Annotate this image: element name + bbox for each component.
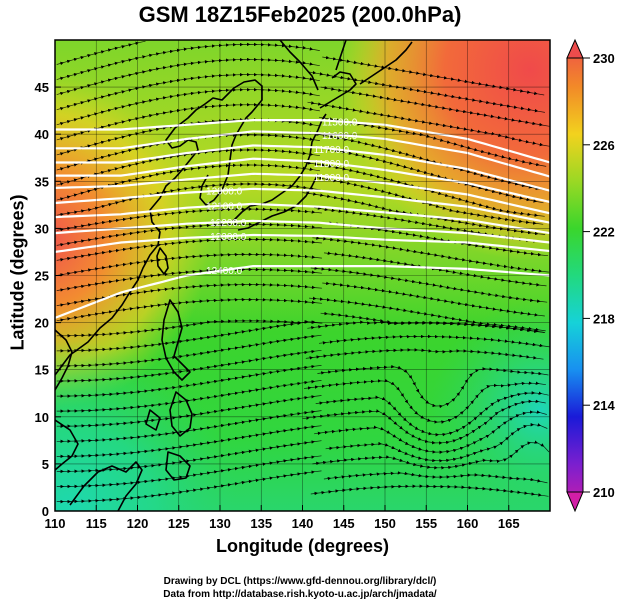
coast-mindanao — [165, 451, 191, 481]
streamline — [322, 55, 545, 96]
streamline — [323, 471, 548, 484]
colorbar-tick-label: 214 — [593, 398, 615, 413]
coast-luzon — [161, 299, 191, 381]
x-tick-label: 135 — [250, 516, 272, 531]
y-tick-label: 20 — [35, 316, 49, 331]
colorbar-top-arrow — [566, 38, 584, 59]
colorbar-body — [566, 57, 584, 493]
contour-label: 11900.0 — [314, 173, 350, 184]
y-tick-label: 35 — [35, 174, 49, 189]
coast-russia-east — [279, 40, 319, 91]
x-tick-label: 120 — [127, 516, 149, 531]
credit-data: Data from http://database.rish.kyoto-u.a… — [163, 589, 437, 600]
streamline — [305, 348, 544, 360]
y-tick-label: 15 — [35, 363, 49, 378]
x-tick-label: 130 — [209, 516, 231, 531]
coast-japan-south — [237, 173, 319, 231]
chart-title: GSM 18Z15Feb2025 (200.0hPa) — [138, 2, 462, 27]
credit-drawing: Drawing by DCL (https://www.gfd-dennou.o… — [163, 576, 437, 587]
contour-label: 12300.0 — [210, 232, 247, 243]
contour-label: 11500.0 — [322, 118, 358, 129]
colorbar-tick-label: 210 — [593, 485, 615, 500]
streamline — [56, 42, 320, 81]
colorbar-tick-label: 230 — [593, 51, 615, 66]
x-tick-label: 160 — [457, 516, 479, 531]
y-tick-label: 25 — [35, 269, 49, 284]
coast-philippines-south — [145, 391, 193, 437]
streamline — [318, 334, 550, 348]
y-axis-label: Latitude (degrees) — [7, 194, 28, 351]
y-tick-label: 0 — [42, 504, 49, 519]
y-tick-label: 10 — [35, 410, 49, 425]
coast-borneo — [69, 461, 143, 511]
colorbar-tick-label: 222 — [593, 225, 615, 240]
contour-label: 12100.0 — [206, 202, 243, 213]
colorbar-ticks: 210 214 218 222 226 230 — [583, 51, 615, 500]
streamline — [317, 364, 549, 409]
y-tick-label: 5 — [42, 457, 49, 472]
streamlines — [56, 40, 550, 504]
axes: 110 115 120 125 130 135 140 145 150 155 160 165 0 5 10… — [35, 80, 520, 531]
x-axis-label: Longitude (degrees) — [215, 536, 389, 556]
contour-label: 12000.0 — [206, 186, 243, 197]
y-tick-label: 30 — [35, 221, 49, 236]
x-tick-label: 165 — [498, 516, 520, 531]
x-tick-label: 115 — [86, 516, 107, 531]
contour-label: 12400.0 — [206, 266, 243, 277]
coast-indochina — [55, 329, 79, 471]
grid-lines — [55, 40, 550, 511]
coast-taiwan — [156, 247, 169, 275]
contour-label: 11800.0 — [314, 159, 350, 170]
contour-label: 11700.0 — [314, 145, 350, 156]
colorbar-tick-label: 218 — [593, 311, 615, 326]
coast-sakhalin — [335, 40, 347, 71]
contour-label: 12200.0 — [210, 218, 247, 229]
x-tick-label: 110 — [45, 516, 66, 531]
streamline — [56, 40, 146, 66]
x-tick-label: 125 — [168, 516, 190, 531]
x-tick-label: 140 — [292, 516, 314, 531]
coast-kuril — [359, 41, 413, 85]
y-tick-label: 45 — [35, 80, 49, 95]
colorbar-bottom-arrow — [566, 491, 584, 513]
x-tick-label: 155 — [415, 516, 437, 531]
colorbar-tick-label: 226 — [593, 138, 615, 153]
colorbar: 210 214 218 222 226 230 — [566, 38, 615, 513]
x-tick-label: 145 — [333, 516, 355, 531]
contour-label: 11600.0 — [322, 131, 358, 142]
x-tick-label: 150 — [374, 516, 396, 531]
y-tick-label: 40 — [35, 127, 49, 142]
